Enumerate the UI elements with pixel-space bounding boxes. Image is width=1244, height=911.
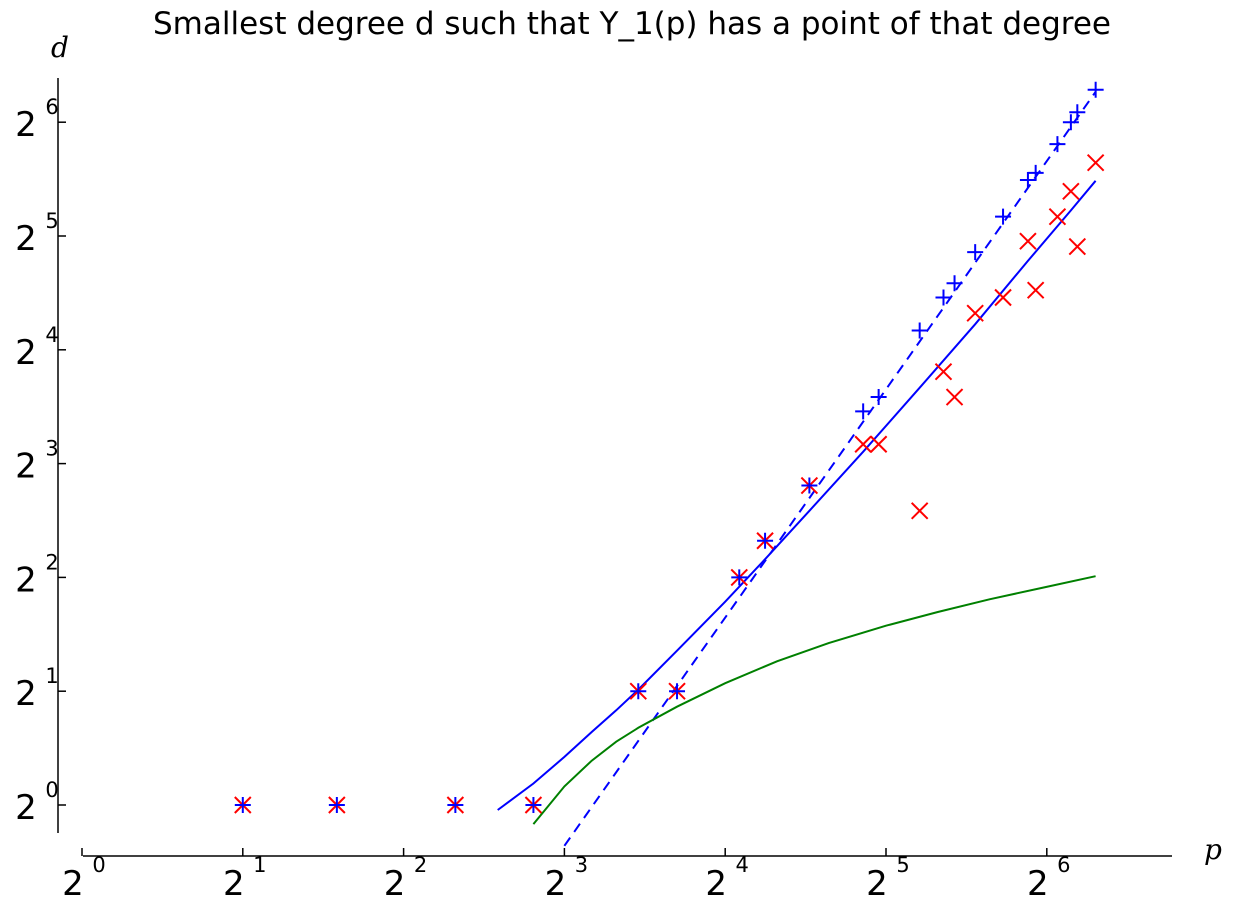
y-tick-exponent: 3	[45, 437, 58, 461]
blue-plus-point	[870, 389, 887, 406]
y-tick-exponent: 6	[45, 95, 58, 119]
x-tick-exponent: 2	[414, 853, 427, 877]
red-x-point	[1026, 281, 1045, 299]
blue-plus-point	[967, 244, 984, 261]
blue-plus-point	[1019, 172, 1036, 189]
red-x-point	[934, 363, 953, 381]
red-x-point	[854, 435, 872, 453]
y-tick-exponent: 0	[45, 778, 58, 802]
green-curve	[532, 575, 1096, 825]
blue-plus-point	[525, 797, 542, 813]
red-x-point	[1048, 207, 1067, 226]
red-x-point	[1062, 182, 1080, 201]
y-tick-exponent: 2	[45, 550, 58, 574]
red-x-point	[1068, 237, 1087, 256]
x-tick-exponent: 4	[736, 853, 749, 877]
blue-plus-point	[1069, 104, 1086, 121]
x-tick-exponent: 5	[896, 853, 909, 877]
blue-plus-point	[757, 532, 774, 549]
y-axis-label: d	[51, 31, 69, 64]
red-x-point	[994, 288, 1012, 307]
x-tick-exponent: 0	[92, 853, 105, 877]
x-tick-exponent: 3	[575, 853, 588, 877]
blue-plus-point	[911, 322, 928, 339]
y-tick-label: 2	[15, 447, 37, 487]
blue-curve	[497, 180, 1097, 811]
blue-plus-point	[995, 208, 1012, 225]
y-tick-label: 2	[15, 219, 37, 259]
blue-dashed-line	[563, 91, 1097, 847]
blue-plus-point	[1062, 114, 1079, 131]
blue-plus-point	[328, 797, 345, 813]
x-tick-label: 2	[1027, 864, 1049, 904]
y-tick-label: 2	[15, 674, 37, 714]
red-x-point	[966, 304, 984, 322]
blue-plus-point	[630, 683, 647, 700]
red-x-point	[1019, 232, 1037, 250]
plot-lines	[497, 91, 1097, 847]
chart-title: Smallest degree d such that Y_1(p) has a…	[153, 6, 1111, 42]
y-tick-label: 2	[15, 105, 37, 145]
blue-plus-point	[447, 797, 464, 813]
x-tick-label: 2	[866, 864, 888, 904]
y-tick-label: 2	[15, 333, 37, 373]
y-tick-exponent: 4	[45, 323, 58, 347]
x-tick-label: 2	[545, 864, 567, 904]
red-x-point	[1086, 154, 1105, 172]
x-axis-label: p	[1204, 833, 1222, 866]
red-x-point	[945, 388, 964, 406]
x-tick-exponent: 6	[1057, 853, 1070, 877]
x-tick-label: 2	[62, 864, 84, 904]
y-tick-exponent: 5	[45, 209, 58, 233]
x-tick-label: 2	[705, 864, 727, 904]
y-ticks: 2 02 12 22 32 42 52 6	[15, 95, 66, 828]
x-tick-label: 2	[223, 864, 245, 904]
x-tick-exponent: 1	[253, 853, 266, 877]
blue-plus-point	[801, 477, 818, 494]
blue-plus-point	[855, 403, 872, 420]
blue-plus-point	[1027, 164, 1044, 181]
blue-plus-point	[1087, 81, 1104, 98]
blue-plus-point	[731, 569, 748, 586]
y-tick-exponent: 1	[45, 664, 58, 688]
plot-points	[234, 81, 1105, 814]
blue-plus-point	[935, 289, 952, 306]
blue-plus-point	[234, 797, 251, 813]
y-tick-label: 2	[15, 560, 37, 600]
x-tick-label: 2	[384, 864, 406, 904]
red-x-point	[869, 435, 888, 453]
blue-plus-point	[1049, 136, 1066, 153]
red-x-point	[910, 502, 929, 520]
blue-plus-point	[669, 683, 686, 700]
blue-plus-point	[946, 275, 963, 292]
y-tick-label: 2	[15, 788, 37, 828]
